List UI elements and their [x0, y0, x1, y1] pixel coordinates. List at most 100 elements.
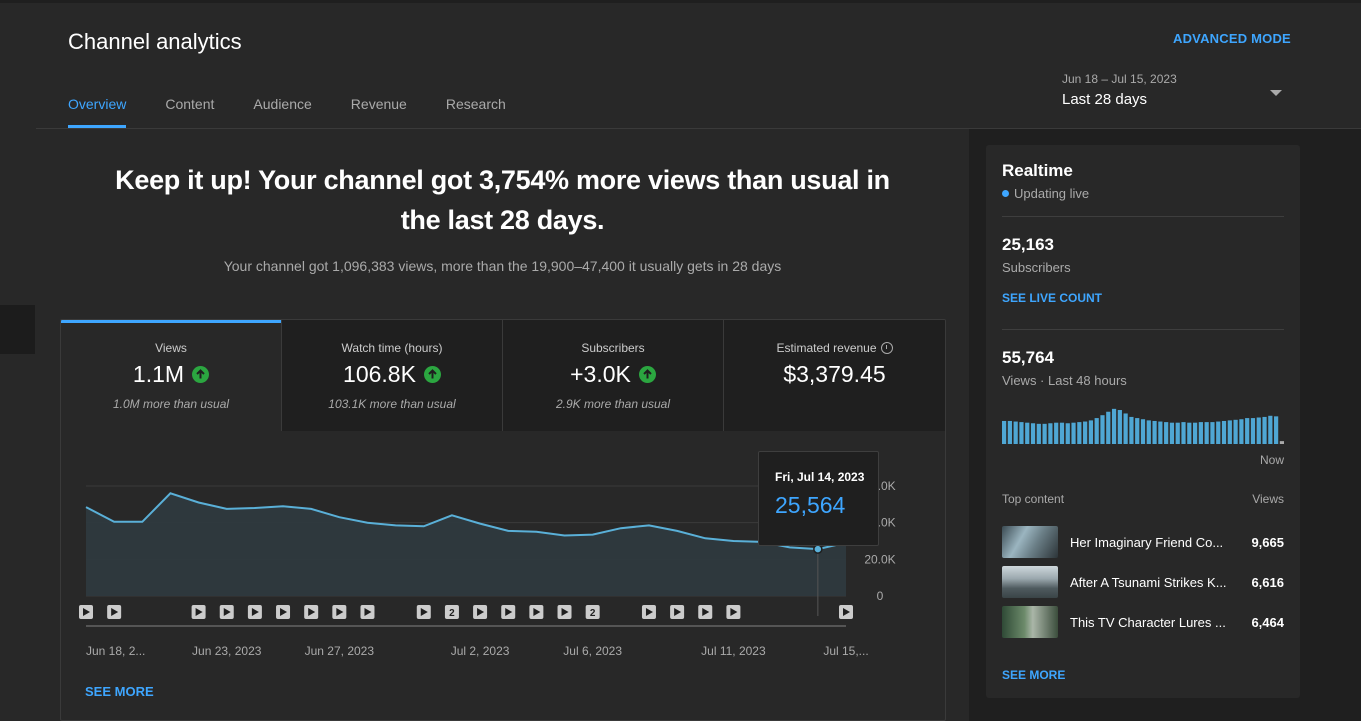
- advanced-mode-button[interactable]: ADVANCED MODE: [1173, 31, 1291, 46]
- realtime-bar: [1193, 422, 1198, 444]
- realtime-bar: [1094, 418, 1099, 444]
- metric-value-row: 106.8K: [282, 361, 502, 388]
- play-icon: [702, 608, 710, 616]
- y-tick-label: 0: [877, 589, 884, 603]
- tab-overview[interactable]: Overview: [68, 96, 127, 128]
- realtime-bar: [1140, 419, 1146, 444]
- top-border: [0, 0, 1361, 3]
- top-content-see-more-link[interactable]: SEE MORE: [1002, 668, 1066, 682]
- date-range-text: Jun 18 – Jul 15, 2023: [1062, 72, 1177, 86]
- metric-tab-estimated-revenue[interactable]: Estimated revenue $3,379.45: [724, 320, 945, 431]
- metric-label: Views: [155, 341, 187, 355]
- realtime-bar: [1100, 415, 1105, 444]
- date-range-label: Last 28 days: [1062, 91, 1148, 108]
- see-live-count-link[interactable]: SEE LIVE COUNT: [1002, 291, 1103, 305]
- realtime-bar-chart[interactable]: [1002, 408, 1284, 444]
- metric-label: Watch time (hours): [341, 341, 443, 355]
- y-tick-label: 20.0K: [864, 552, 895, 566]
- x-tick-label: Jul 15,...: [823, 644, 868, 658]
- realtime-bar: [1019, 422, 1024, 444]
- live-dot-icon: [1002, 190, 1009, 197]
- metric-tab-subscribers[interactable]: Subscribers +3.0K 2.9K more than usual: [503, 320, 724, 431]
- metric-value: 106.8K: [343, 361, 416, 387]
- realtime-bar: [1268, 415, 1273, 444]
- realtime-bar: [1106, 411, 1111, 444]
- now-label: Now: [1259, 453, 1284, 467]
- realtime-bar: [1164, 422, 1169, 444]
- metric-tab-views[interactable]: Views 1.1M 1.0M more than usual: [61, 320, 282, 431]
- x-tick-label: Jul 11, 2023: [701, 644, 766, 658]
- realtime-bar: [1077, 422, 1082, 444]
- realtime-bar: [1181, 422, 1186, 444]
- realtime-status-text: Updating live: [1014, 186, 1090, 201]
- x-tick-label: Jun 27, 2023: [305, 644, 375, 658]
- realtime-bar: [1036, 423, 1041, 444]
- realtime-bar: [1059, 422, 1065, 444]
- realtime-bar: [1169, 422, 1175, 444]
- hero-headline: Keep it up! Your channel got 3,754% more…: [115, 165, 890, 235]
- realtime-bar: [1216, 421, 1221, 444]
- trend-up-icon: [192, 366, 210, 383]
- realtime-bar: [1198, 422, 1203, 444]
- realtime-bar: [1083, 421, 1088, 444]
- tab-research[interactable]: Research: [445, 96, 506, 112]
- top-content-item[interactable]: This TV Character Lures ... 6,464: [1002, 602, 1284, 642]
- video-thumbnail: [1002, 606, 1058, 638]
- hero-subtext: Your channel got 1,096,383 views, more t…: [223, 258, 782, 274]
- realtime-bar: [1204, 422, 1209, 444]
- realtime-bar: [1221, 420, 1227, 444]
- play-icon: [505, 608, 513, 616]
- metric-tab-watch-time[interactable]: Watch time (hours) 106.8K 103.1K more th…: [282, 320, 503, 431]
- subscriber-count: 25,163: [1002, 235, 1054, 254]
- date-range-picker[interactable]: Jun 18 – Jul 15, 2023 Last 28 days: [1062, 72, 1282, 116]
- realtime-status: Updating live: [1002, 186, 1284, 201]
- metric-value-row: 1.1M: [61, 361, 281, 388]
- metric-value-row: +3.0K: [503, 361, 723, 388]
- overview-chart-card: Views 1.1M 1.0M more than usual Watch ti…: [60, 319, 946, 721]
- realtime-bar: [1007, 420, 1012, 444]
- video-views: 6,616: [1251, 574, 1284, 590]
- top-content-item[interactable]: After A Tsunami Strikes K... 6,616: [1002, 562, 1284, 602]
- left-panel-stub: [0, 305, 35, 354]
- area-fill: [86, 493, 846, 596]
- realtime-bar: [1111, 408, 1117, 444]
- x-tick-label: Jun 23, 2023: [192, 644, 262, 658]
- realtime-bar: [1123, 413, 1128, 444]
- realtime-bar: [1233, 419, 1238, 444]
- clock-icon: [880, 342, 893, 354]
- metric-value-row: $3,379.45: [724, 361, 945, 388]
- play-icon: [195, 608, 203, 616]
- metric-label: Subscribers: [581, 341, 645, 355]
- play-icon: [477, 608, 485, 616]
- top-content-label: Top content: [1002, 492, 1065, 506]
- realtime-bar: [1135, 418, 1140, 444]
- top-content-item[interactable]: Her Imaginary Friend Co... 9,665: [1002, 522, 1284, 562]
- marker-count: 2: [590, 608, 596, 619]
- metric-note: 2.9K more than usual: [555, 397, 671, 411]
- realtime-bar: [1245, 418, 1250, 444]
- tab-audience[interactable]: Audience: [253, 96, 312, 112]
- tab-revenue[interactable]: Revenue: [350, 96, 407, 112]
- play-icon: [280, 608, 288, 616]
- chart-see-more-link[interactable]: SEE MORE: [85, 684, 154, 699]
- page-title: Channel analytics: [68, 29, 242, 54]
- chart-tooltip: Fri, Jul 14, 2023 25,564: [758, 451, 879, 546]
- tab-content[interactable]: Content: [165, 96, 215, 112]
- metric-tabs: Views 1.1M 1.0M more than usual Watch ti…: [61, 320, 945, 431]
- tab-bar: Overview Content Audience Revenue Resear…: [68, 96, 545, 128]
- play-icon: [83, 608, 90, 616]
- play-icon: [730, 608, 738, 616]
- subscriber-label: Subscribers: [1002, 260, 1071, 275]
- metric-label: Estimated revenue: [724, 341, 945, 355]
- play-icon: [843, 608, 850, 616]
- realtime-bar: [1013, 421, 1018, 444]
- realtime-bar: [1187, 422, 1192, 444]
- views-48h-label: Views · Last 48 hours: [1002, 373, 1127, 388]
- play-icon: [308, 608, 316, 616]
- dropdown-arrow-icon: [1270, 90, 1282, 96]
- x-tick-label: Jun 18, 2...: [86, 644, 145, 658]
- realtime-bar: [1239, 419, 1244, 444]
- metric-value: $3,379.45: [783, 361, 886, 387]
- realtime-bar: [1048, 423, 1053, 444]
